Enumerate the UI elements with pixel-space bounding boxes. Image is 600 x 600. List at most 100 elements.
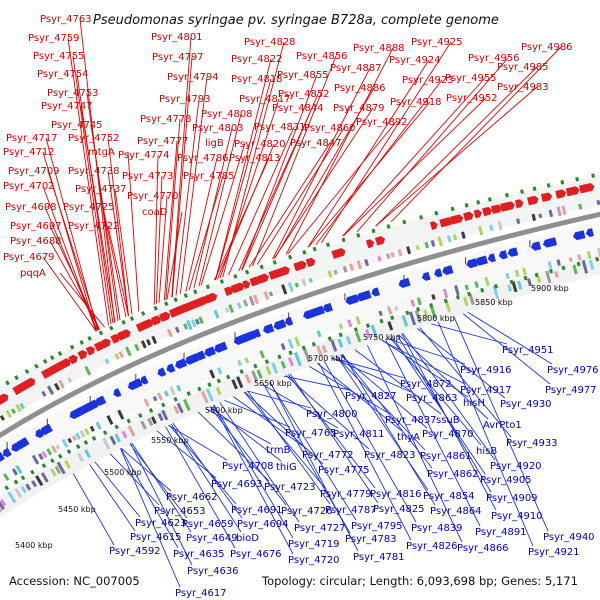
forward-label-line xyxy=(72,55,112,325)
gene-label: Psyr_4752 xyxy=(68,133,120,144)
gene-label: coaD xyxy=(142,207,168,218)
rna-mark xyxy=(434,210,439,216)
rna-mark xyxy=(58,453,63,459)
reverse-cds-arrow xyxy=(157,367,167,377)
reverse-label-line xyxy=(205,390,294,555)
reverse-label-line xyxy=(184,398,270,482)
forward-cds-arrow xyxy=(100,338,111,349)
rna-mark xyxy=(386,224,391,229)
feature-bar xyxy=(121,430,128,439)
feature-bar xyxy=(263,291,270,301)
gene-label: Psyr_4823 xyxy=(364,450,416,461)
gc-skew-features xyxy=(0,199,600,513)
forward-cds-arrow xyxy=(374,236,386,246)
rna-mark xyxy=(595,256,600,262)
forward-label-line xyxy=(47,170,100,331)
rna-mark xyxy=(83,440,89,445)
reverse-label-line xyxy=(272,363,370,450)
rna-mark xyxy=(353,327,358,332)
feature-bar xyxy=(50,445,58,454)
reverse-cds-arrow xyxy=(421,271,431,281)
feature-bar xyxy=(356,260,363,270)
feature-bar xyxy=(236,376,244,389)
gene-label: Psyr_4759 xyxy=(28,33,80,44)
rna-mark xyxy=(325,242,331,248)
reverse-label-line xyxy=(156,411,236,549)
gene-label: Psyr_4623 xyxy=(135,518,187,529)
reverse-label-line xyxy=(409,315,512,438)
reverse-label-line xyxy=(157,411,237,505)
feature-bar xyxy=(259,350,265,359)
feature-bar xyxy=(216,367,223,375)
rna-mark xyxy=(98,330,104,336)
gene-label: Psyr_4952 xyxy=(446,93,498,104)
reverse-cds-arrow xyxy=(15,437,30,450)
rna-mark xyxy=(34,363,39,369)
feature-bar xyxy=(0,415,5,421)
reverse-label-line xyxy=(450,303,551,385)
rna-mark xyxy=(66,449,72,455)
reverse-label-line xyxy=(113,432,181,588)
forward-label-line xyxy=(193,127,233,289)
rna-mark xyxy=(138,413,143,418)
feature-bar xyxy=(53,382,61,391)
rna-mark xyxy=(402,219,407,225)
feature-bar xyxy=(127,425,136,437)
forward-label-line xyxy=(307,59,430,248)
rna-mark xyxy=(419,214,424,220)
feature-bar xyxy=(294,352,302,367)
feature-bar xyxy=(106,415,114,425)
forward-gene-labels: Psyr_4763 Psyr_4759 Psyr_4755 Psyr_4754 … xyxy=(3,14,573,279)
gene-label: Psyr_4985 xyxy=(497,62,549,73)
rna-mark xyxy=(14,375,19,381)
rna-mark xyxy=(193,289,198,295)
feature-bar xyxy=(377,255,382,262)
gene-label: mtgA xyxy=(88,147,115,158)
feature-bar xyxy=(280,342,286,351)
feature-bar xyxy=(205,388,214,402)
feature-bar xyxy=(414,310,422,324)
rna-mark xyxy=(205,284,211,290)
forward-label-line xyxy=(90,124,121,321)
rna-mark xyxy=(338,332,343,338)
gene-label: Psyr_4775 xyxy=(318,465,370,476)
reverse-cds-arrow xyxy=(345,294,359,305)
gene-label: Psyr_4837 xyxy=(385,415,437,426)
feature-bar xyxy=(161,409,169,421)
forward-label-line xyxy=(273,107,374,259)
forward-cds-arrow xyxy=(93,341,105,352)
feature-bar xyxy=(41,450,48,459)
feature-bar xyxy=(517,280,523,290)
feature-bar xyxy=(561,205,567,216)
reverse-label-line xyxy=(360,331,463,543)
reverse-label-line xyxy=(432,308,534,547)
reverse-label-line xyxy=(118,429,188,519)
rna-mark xyxy=(50,458,55,464)
gene-label: Psyr_4725 xyxy=(63,202,115,213)
tick-label-5900: 5900 kbp xyxy=(531,284,569,293)
feature-bar xyxy=(140,420,147,430)
gene-label: Psyr_4745 xyxy=(51,120,103,131)
forward-cds-arrow xyxy=(77,349,88,360)
feature-bar xyxy=(581,260,589,274)
forward-cds-arrow xyxy=(25,377,36,388)
feature-bar xyxy=(150,416,157,425)
tick-label-5600: 5600 kbp xyxy=(205,406,243,415)
gene-label: Psyr_4811 xyxy=(333,429,385,440)
feature-bar xyxy=(25,483,32,491)
tick-label-5750: 5750 kbp xyxy=(363,333,401,342)
feature-bar xyxy=(11,468,18,476)
gene-label: Psyr_4866 xyxy=(457,543,509,554)
tick-label-5800: 5800 kbp xyxy=(417,314,455,323)
feature-bar xyxy=(176,402,184,414)
rna-mark xyxy=(129,316,135,322)
reverse-cds-arrow xyxy=(175,358,188,369)
gene-label: Psyr_4905 xyxy=(480,475,532,486)
reverse-cds-arrow xyxy=(309,305,325,318)
forward-label-line xyxy=(287,121,397,255)
rna-mark xyxy=(161,402,166,408)
forward-label-line xyxy=(59,272,105,328)
gene-label: Psyr_4717 xyxy=(6,133,58,144)
feature-bar xyxy=(228,304,234,314)
